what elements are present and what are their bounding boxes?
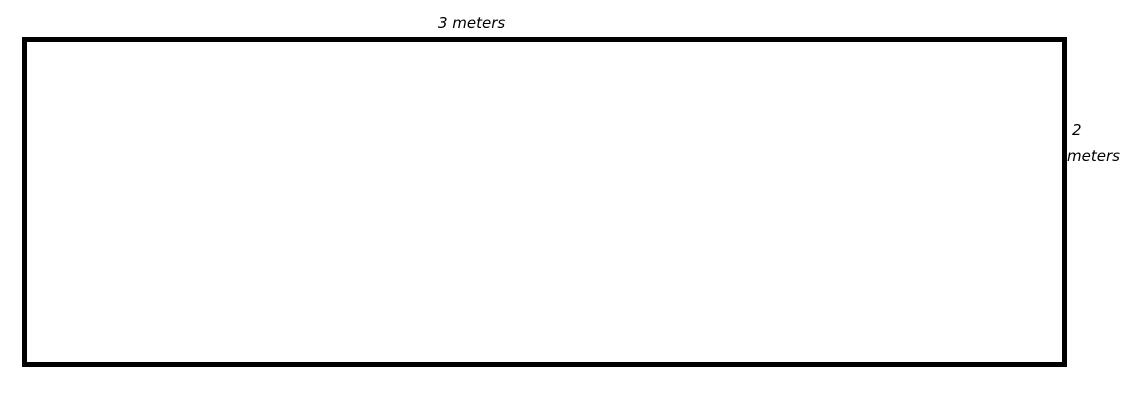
rectangle-shape xyxy=(22,37,1067,367)
width-label: 3 meters xyxy=(438,14,506,32)
height-label-value: 2 xyxy=(1072,121,1082,139)
height-label-unit: meters xyxy=(1067,147,1120,165)
height-label: 2 meters xyxy=(1067,117,1120,169)
